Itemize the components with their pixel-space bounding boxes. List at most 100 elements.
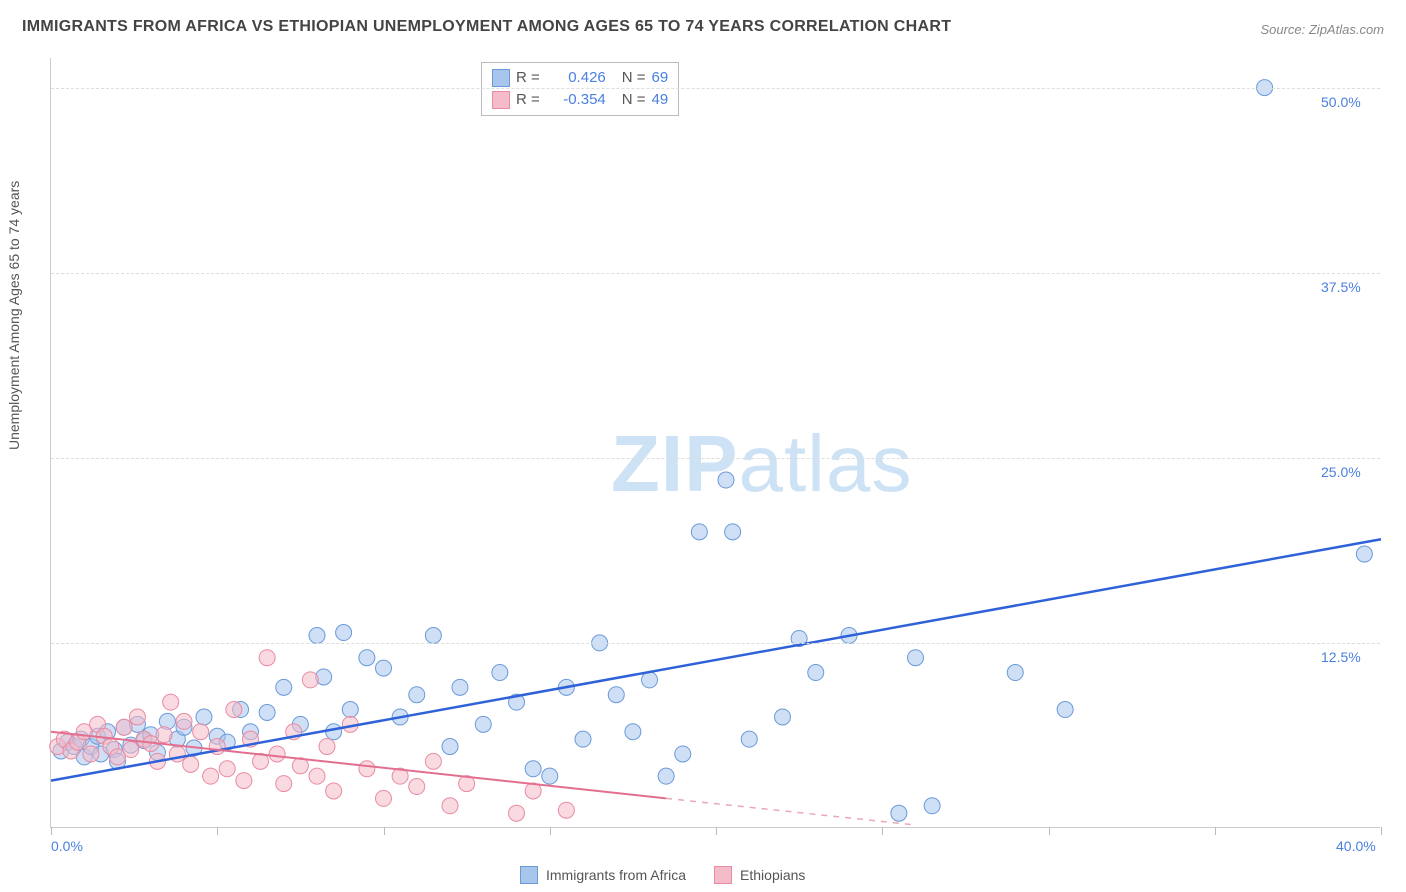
gridline xyxy=(51,88,1380,89)
data-point xyxy=(475,716,491,732)
chart-title: IMMIGRANTS FROM AFRICA VS ETHIOPIAN UNEM… xyxy=(22,18,951,36)
source-credit: Source: ZipAtlas.com xyxy=(1260,22,1384,37)
trend-line xyxy=(51,539,1381,780)
legend-series-item: Immigrants from Africa xyxy=(520,866,686,884)
data-point xyxy=(176,713,192,729)
x-tick-mark xyxy=(384,827,385,835)
legend-swatch xyxy=(520,866,538,884)
legend-n-value: 49 xyxy=(652,89,669,111)
data-point xyxy=(509,805,525,821)
data-point xyxy=(908,650,924,666)
y-tick-label: 50.0% xyxy=(1321,94,1361,110)
data-point xyxy=(196,709,212,725)
data-point xyxy=(924,798,940,814)
data-point xyxy=(442,798,458,814)
y-tick-label: 25.0% xyxy=(1321,464,1361,480)
data-point xyxy=(625,724,641,740)
data-point xyxy=(608,687,624,703)
data-point xyxy=(259,650,275,666)
x-tick-label: 40.0% xyxy=(1336,838,1376,854)
data-point xyxy=(276,776,292,792)
legend-n-label: N = xyxy=(622,67,646,89)
data-point xyxy=(326,724,342,740)
data-point xyxy=(691,524,707,540)
legend-r-label: R = xyxy=(516,89,540,111)
data-point xyxy=(123,742,139,758)
data-point xyxy=(376,660,392,676)
legend-r-value: -0.354 xyxy=(546,89,606,111)
legend-n-value: 69 xyxy=(652,67,669,89)
data-point xyxy=(1057,702,1073,718)
gridline xyxy=(51,643,1380,644)
data-point xyxy=(1356,546,1372,562)
gridline xyxy=(51,273,1380,274)
data-point xyxy=(725,524,741,540)
data-point xyxy=(269,746,285,762)
trend-line-dashed xyxy=(666,798,915,825)
data-point xyxy=(83,746,99,762)
legend-swatch xyxy=(492,69,510,87)
data-point xyxy=(259,705,275,721)
data-point xyxy=(276,679,292,695)
data-point xyxy=(452,679,468,695)
x-tick-mark xyxy=(1381,827,1382,835)
data-point xyxy=(741,731,757,747)
data-point xyxy=(342,702,358,718)
data-point xyxy=(525,761,541,777)
legend-series-item: Ethiopians xyxy=(714,866,805,884)
legend-n-label: N = xyxy=(622,89,646,111)
gridline xyxy=(51,458,1380,459)
x-tick-mark xyxy=(716,827,717,835)
data-point xyxy=(658,768,674,784)
x-tick-mark xyxy=(882,827,883,835)
data-point xyxy=(183,756,199,772)
legend-r-label: R = xyxy=(516,67,540,89)
y-tick-label: 12.5% xyxy=(1321,649,1361,665)
x-tick-mark xyxy=(1215,827,1216,835)
data-point xyxy=(319,739,335,755)
data-point xyxy=(891,805,907,821)
chart-svg xyxy=(51,58,1380,827)
data-point xyxy=(642,672,658,688)
data-point xyxy=(425,753,441,769)
legend-swatch xyxy=(714,866,732,884)
data-point xyxy=(309,768,325,784)
x-tick-mark xyxy=(217,827,218,835)
correlation-legend: R =0.426N =69R =-0.354N =49 xyxy=(481,62,679,116)
data-point xyxy=(775,709,791,725)
legend-stat-row: R =0.426N =69 xyxy=(492,67,668,89)
legend-stat-row: R = -0.354 N = 49 xyxy=(492,89,668,111)
legend-series-label: Ethiopians xyxy=(740,867,805,883)
data-point xyxy=(425,628,441,644)
y-tick-label: 37.5% xyxy=(1321,279,1361,295)
data-point xyxy=(542,768,558,784)
data-point xyxy=(302,672,318,688)
x-tick-mark xyxy=(1049,827,1050,835)
data-point xyxy=(336,625,352,641)
series-legend: Immigrants from Africa Ethiopians xyxy=(520,866,805,884)
data-point xyxy=(193,724,209,740)
data-point xyxy=(442,739,458,755)
x-tick-mark xyxy=(550,827,551,835)
plot-area: ZIPatlas R =0.426N =69R =-0.354N =49 12.… xyxy=(50,58,1380,828)
data-point xyxy=(376,790,392,806)
data-point xyxy=(359,650,375,666)
data-point xyxy=(219,761,235,777)
data-point xyxy=(575,731,591,747)
data-point xyxy=(808,665,824,681)
data-point xyxy=(203,768,219,784)
data-point xyxy=(492,665,508,681)
data-point xyxy=(409,687,425,703)
x-tick-mark xyxy=(51,827,52,835)
data-point xyxy=(309,628,325,644)
x-tick-label: 0.0% xyxy=(51,838,83,854)
legend-series-label: Immigrants from Africa xyxy=(546,867,686,883)
data-point xyxy=(409,779,425,795)
data-point xyxy=(558,802,574,818)
data-point xyxy=(718,472,734,488)
y-axis-label: Unemployment Among Ages 65 to 74 years xyxy=(6,181,22,450)
data-point xyxy=(326,783,342,799)
data-point xyxy=(129,709,145,725)
legend-swatch xyxy=(492,91,510,109)
data-point xyxy=(226,702,242,718)
